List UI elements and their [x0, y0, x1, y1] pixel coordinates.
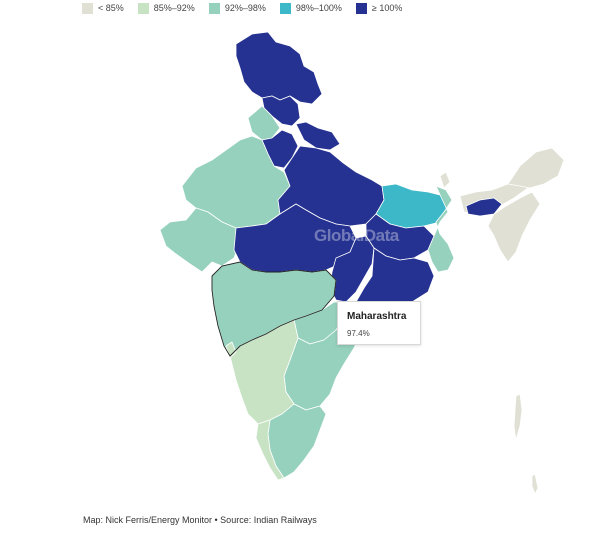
legend-label: 98%–100%: [295, 3, 342, 13]
region-west-bengal[interactable]: [427, 185, 455, 273]
region-arunachal-pradesh[interactable]: [507, 147, 565, 189]
region-northeast-south[interactable]: [487, 191, 541, 263]
legend-swatch: [355, 2, 367, 14]
region-sikkim[interactable]: [439, 171, 451, 189]
region-punjab[interactable]: [247, 105, 281, 141]
map-tooltip: Maharashtra 97.4%: [337, 301, 421, 345]
region-nicobar[interactable]: [531, 473, 539, 495]
legend-item-92-98[interactable]: 92%–98%: [208, 2, 266, 14]
legend-label: ≥ 100%: [371, 3, 403, 13]
tooltip-value: 97.4%: [347, 329, 370, 338]
legend-swatch: [279, 2, 291, 14]
region-uttarakhand[interactable]: [295, 121, 341, 151]
legend-label: < 85%: [98, 3, 124, 13]
region-meghalaya[interactable]: [465, 197, 503, 217]
legend-swatch: [137, 2, 149, 14]
map-caption: Map: Nick Ferris/Energy Monitor • Source…: [83, 515, 317, 525]
globaldata-watermark: GlobalData: [314, 226, 399, 245]
tooltip-title: Maharashtra: [347, 311, 407, 322]
region-jammu-kashmir[interactable]: [235, 31, 323, 105]
legend-label: 92%–98%: [224, 3, 266, 13]
legend-label: 85%–92%: [153, 3, 195, 13]
legend-item-98-100[interactable]: 98%–100%: [279, 2, 342, 14]
region-andaman-nicobar[interactable]: [513, 393, 523, 441]
legend-swatch: [82, 2, 93, 14]
legend-item-lt85[interactable]: < 85%: [82, 2, 124, 14]
legend-item-ge100[interactable]: ≥ 100%: [355, 2, 403, 14]
region-kerala[interactable]: [255, 419, 285, 481]
maharashtra-highlight-outline: [211, 261, 337, 357]
legend-item-85-92[interactable]: 85%–92%: [137, 2, 195, 14]
legend-swatch: [208, 2, 220, 14]
map-legend: < 85% 85%–92% 92%–98% 98%–100% ≥ 100%: [82, 0, 402, 16]
